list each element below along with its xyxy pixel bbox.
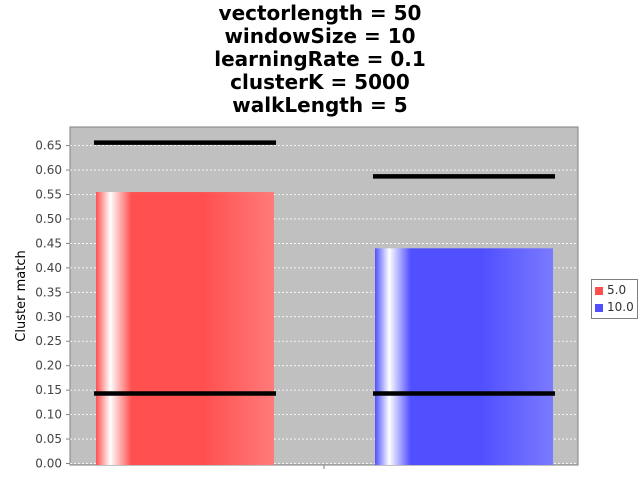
legend-label-10: 10.0 (607, 300, 634, 314)
y-tick-label: 0.45 (35, 236, 62, 250)
y-tick-label: 0.10 (35, 408, 62, 422)
y-axis-label: Cluster match (14, 250, 29, 341)
legend-item-10: 10.0 (595, 299, 634, 316)
y-tick-label: 0.20 (35, 359, 62, 373)
legend-label-5: 5.0 (607, 283, 627, 297)
y-tick-label: 0.00 (35, 457, 62, 471)
title-line-walklength: walkLength = 5 (232, 93, 408, 117)
title-line-learningrate: learningRate = 0.1 (214, 47, 426, 71)
legend-item-5: 5.0 (595, 282, 634, 299)
bar-5.0 (96, 192, 274, 465)
y-tick-label: 0.05 (35, 432, 62, 446)
y-tick-label: 0.65 (35, 139, 62, 153)
y-tick-label: 0.25 (35, 334, 62, 348)
legend-swatch-5 (595, 286, 603, 295)
y-tick-label: 0.50 (35, 212, 62, 226)
legend-swatch-10 (595, 303, 603, 312)
y-tick-label: 0.40 (35, 261, 62, 275)
y-tick-label: 0.35 (35, 285, 62, 299)
title-line-vectorlength: vectorlength = 50 (218, 1, 422, 25)
y-tick-label: 0.55 (35, 188, 62, 202)
bar-10.0 (375, 248, 553, 465)
y-tick-label: 0.15 (35, 383, 62, 397)
legend: 5.0 10.0 (591, 279, 638, 319)
y-tick-label: 0.60 (35, 163, 62, 177)
title-line-clusterk: clusterK = 5000 (230, 70, 410, 94)
title-line-windowsize: windowSize = 10 (224, 24, 416, 48)
y-tick-label: 0.30 (35, 310, 62, 324)
chart-title: vectorlength = 50 windowSize = 10 learni… (0, 2, 640, 117)
